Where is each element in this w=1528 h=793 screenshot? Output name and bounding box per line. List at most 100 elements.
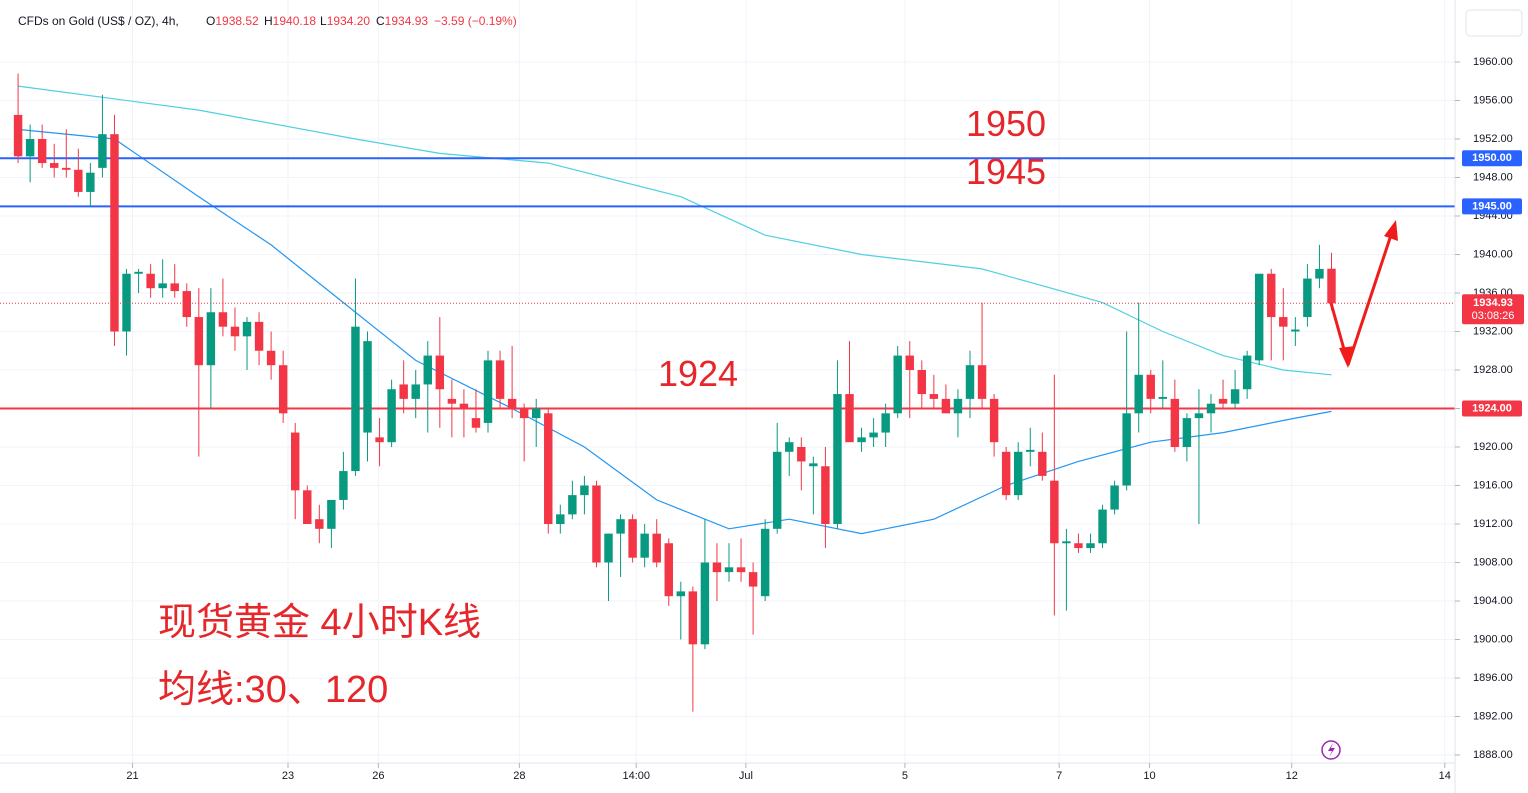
moving-average bbox=[18, 128, 1332, 535]
candle-body bbox=[616, 519, 625, 534]
alert-icon[interactable] bbox=[1321, 740, 1341, 760]
candle-body bbox=[1013, 451, 1023, 496]
candle-body bbox=[399, 384, 408, 399]
candle-body bbox=[1086, 543, 1095, 549]
candle-body bbox=[1146, 374, 1155, 399]
annotation: 现货黄金 4小时K线 bbox=[158, 602, 481, 644]
candle-body bbox=[748, 572, 758, 587]
x-tick-label: 10 bbox=[1143, 770, 1155, 782]
y-tick-label: 1940.00 bbox=[1473, 248, 1513, 260]
candle-body bbox=[893, 355, 902, 414]
arrow-head bbox=[1384, 220, 1398, 241]
candle-body bbox=[760, 528, 770, 597]
candle-body bbox=[797, 447, 806, 462]
candle-body bbox=[25, 138, 35, 157]
candle-body bbox=[1038, 451, 1047, 476]
candle-body bbox=[676, 591, 686, 597]
candle-body bbox=[483, 360, 493, 423]
candle-body bbox=[134, 271, 143, 274]
candle-body bbox=[182, 291, 191, 318]
candle-body bbox=[580, 485, 589, 496]
candle-body bbox=[809, 463, 818, 467]
candle-body bbox=[833, 394, 842, 525]
ohlc-key: C bbox=[376, 14, 385, 28]
y-tick-label: 1952.00 bbox=[1473, 133, 1513, 145]
candle-body bbox=[423, 355, 432, 385]
candle-body bbox=[1194, 413, 1204, 419]
candle-body bbox=[664, 543, 673, 597]
y-tick-label: 1932.00 bbox=[1473, 325, 1513, 337]
candle-body bbox=[110, 134, 119, 332]
ohlc-key: L bbox=[320, 14, 327, 28]
level-tag-label: 1945.00 bbox=[1472, 200, 1512, 212]
candle-body bbox=[1062, 541, 1071, 544]
candle-body bbox=[1050, 480, 1059, 544]
candle-body bbox=[556, 514, 565, 525]
level-annotation: 1950 bbox=[966, 103, 1046, 144]
last-price-tag bbox=[1462, 294, 1524, 325]
candle-body bbox=[435, 355, 445, 390]
candle-body bbox=[785, 442, 794, 452]
candle-body bbox=[1327, 268, 1336, 304]
candle-body bbox=[989, 398, 999, 443]
candle-body bbox=[1230, 389, 1240, 404]
settings-box[interactable] bbox=[1465, 9, 1523, 37]
candle-body bbox=[62, 167, 71, 170]
level-annotation: 1924 bbox=[658, 353, 738, 394]
candle-body bbox=[351, 326, 360, 472]
candle-body bbox=[74, 169, 83, 192]
candle-body bbox=[652, 533, 661, 563]
candle-body bbox=[1291, 329, 1300, 332]
candle-body bbox=[881, 413, 890, 433]
candle-body bbox=[604, 533, 613, 563]
candle-body bbox=[1170, 398, 1180, 448]
x-tick-label: 7 bbox=[1056, 770, 1062, 782]
candle-body bbox=[1303, 278, 1312, 318]
candle-body bbox=[1315, 268, 1324, 279]
y-tick-label: 1916.00 bbox=[1473, 479, 1513, 491]
x-tick-label: 14 bbox=[1439, 770, 1451, 782]
candle-body bbox=[1026, 449, 1035, 452]
x-tick-label: 12 bbox=[1286, 770, 1298, 782]
candle-body bbox=[544, 413, 553, 525]
x-tick-label: 23 bbox=[282, 770, 294, 782]
last-price-label: 1934.93 bbox=[1473, 297, 1513, 309]
candle-body bbox=[291, 432, 300, 491]
candle-body bbox=[327, 499, 336, 529]
candle-body bbox=[953, 398, 963, 414]
candle-body bbox=[736, 567, 746, 573]
y-tick-label: 1900.00 bbox=[1473, 633, 1513, 645]
candle-body bbox=[688, 591, 698, 645]
candle-body bbox=[869, 432, 878, 438]
candle-body bbox=[1267, 273, 1276, 318]
y-tick-label: 1908.00 bbox=[1473, 556, 1513, 568]
ohlc-value: 1940.18 bbox=[273, 14, 317, 28]
candle-body bbox=[507, 398, 517, 409]
candle-body bbox=[1206, 403, 1216, 414]
y-tick-label: 1948.00 bbox=[1473, 171, 1513, 183]
candle-body bbox=[266, 350, 276, 366]
candle-body bbox=[519, 408, 529, 419]
candle-body bbox=[628, 519, 637, 558]
ohlc-value: 1934.20 bbox=[327, 14, 371, 28]
y-tick-label: 1904.00 bbox=[1473, 595, 1513, 607]
candle-body bbox=[37, 138, 47, 164]
level-tag bbox=[1462, 400, 1522, 417]
ohlc-key: H bbox=[264, 14, 273, 28]
candle-body bbox=[315, 519, 324, 529]
y-tick-label: 1960.00 bbox=[1473, 56, 1513, 68]
candle-body bbox=[206, 312, 216, 366]
candle-body bbox=[363, 341, 372, 433]
ohlc-value: 1938.52 bbox=[215, 14, 259, 28]
candle-body bbox=[1134, 374, 1143, 414]
y-tick-label: 1912.00 bbox=[1473, 518, 1513, 530]
candle-body bbox=[977, 365, 987, 399]
x-tick-label: 28 bbox=[513, 770, 525, 782]
candle-body bbox=[471, 418, 481, 428]
candle-body bbox=[917, 369, 927, 395]
candle-body bbox=[965, 365, 975, 399]
y-tick-label: 1888.00 bbox=[1473, 749, 1513, 761]
candle-body bbox=[1182, 418, 1192, 448]
